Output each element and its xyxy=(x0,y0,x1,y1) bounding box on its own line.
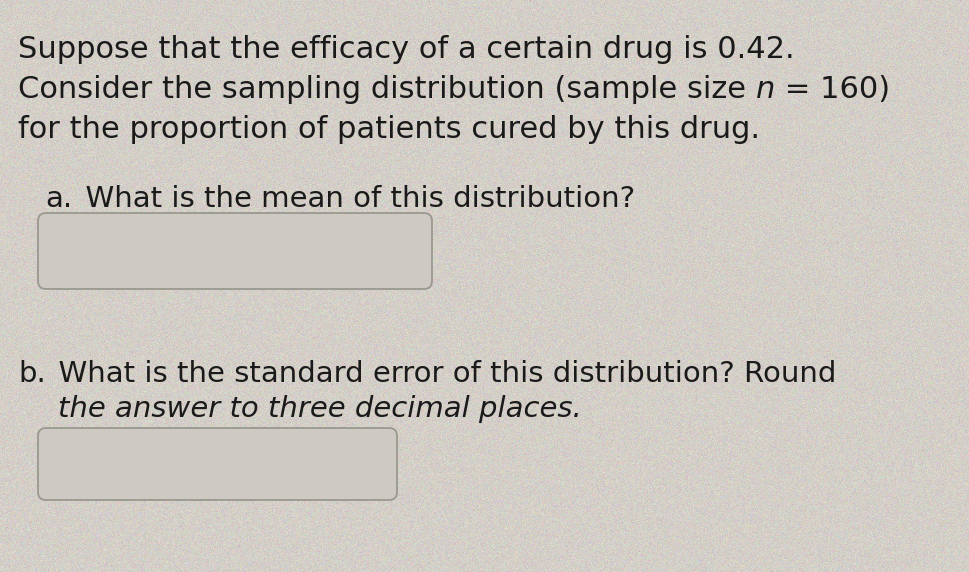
Text: for the proportion of patients cured by this drug.: for the proportion of patients cured by … xyxy=(18,115,760,144)
Text: Suppose that the efficacy of a certain drug is 0.42.: Suppose that the efficacy of a certain d… xyxy=(18,35,794,64)
Text: What is the mean of this distribution?: What is the mean of this distribution? xyxy=(67,185,635,213)
Text: a.: a. xyxy=(45,185,72,213)
Text: the answer to three decimal places.: the answer to three decimal places. xyxy=(58,395,581,423)
Text: What is the standard error of this distribution? Round: What is the standard error of this distr… xyxy=(40,360,835,388)
Text: n: n xyxy=(755,75,774,104)
Text: Consider the sampling distribution (sample size: Consider the sampling distribution (samp… xyxy=(18,75,755,104)
FancyBboxPatch shape xyxy=(38,213,431,289)
Text: b.: b. xyxy=(18,360,46,388)
FancyBboxPatch shape xyxy=(38,428,396,500)
Text: = 160): = 160) xyxy=(774,75,890,104)
